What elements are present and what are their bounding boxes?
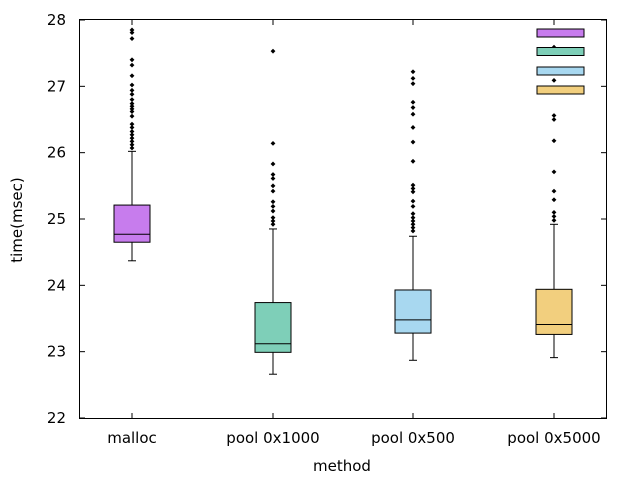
x-tick-label: pool 0x500: [371, 429, 455, 447]
outlier-point: [129, 62, 135, 68]
tick-labels: 22 23 24 25 26 27 28 malloc pool 0x1000 pool 0x50…: [47, 11, 601, 447]
outlier-point: [551, 213, 557, 219]
legend: [536, 28, 585, 95]
outlier-point: [410, 81, 416, 87]
outlier-point: [410, 221, 416, 227]
outlier-point: [410, 125, 416, 130]
y-tick-label: 23: [47, 343, 66, 361]
box-4: [535, 288, 573, 335]
outlier-point: [270, 215, 276, 221]
y-axis-label: time(msec): [8, 177, 26, 263]
outlier-point: [270, 203, 276, 209]
outlier-point: [129, 106, 135, 112]
outlier-point: [129, 113, 135, 119]
outlier-point: [410, 228, 416, 234]
outlier-point: [551, 138, 557, 144]
y-tick-label: 27: [47, 77, 66, 95]
outlier-point: [270, 140, 276, 146]
outlier-point: [129, 132, 135, 138]
outlier-point: [410, 182, 416, 188]
outlier-point: [129, 135, 135, 141]
outlier-point: [129, 87, 135, 93]
outlier-point: [551, 117, 557, 122]
x-tick-label: malloc: [107, 429, 157, 447]
outlier-point: [129, 73, 135, 79]
outlier-point: [129, 30, 135, 36]
outlier-point: [410, 69, 416, 75]
outlier-point: [551, 113, 557, 118]
legend-swatch: [536, 28, 585, 38]
outlier-point: [410, 211, 416, 217]
y-tick-label: 26: [47, 144, 66, 162]
y-tick-label: 28: [47, 11, 66, 29]
outlier-point: [551, 169, 557, 175]
y-tick-label: 25: [47, 210, 66, 228]
box-1: [113, 204, 151, 243]
outlier-point: [270, 172, 276, 177]
outlier-point: [129, 82, 135, 88]
outlier-point: [129, 101, 135, 106]
outlier-point: [410, 203, 416, 209]
outlier-point: [551, 77, 557, 83]
outlier-point: [410, 75, 416, 81]
outlier-point: [270, 221, 276, 227]
x-axis-label: method: [313, 457, 371, 475]
outlier-point: [129, 36, 135, 41]
outlier-point: [270, 176, 276, 181]
outlier-point: [410, 218, 416, 224]
outlier-point: [270, 48, 276, 54]
outlier-point: [410, 198, 416, 204]
outlier-point: [270, 218, 276, 224]
y-tick-label: 22: [47, 409, 66, 427]
outlier-point: [129, 91, 135, 97]
tick-marks: [80, 19, 606, 419]
outlier-point: [270, 199, 276, 205]
outlier-point: [129, 121, 135, 127]
box-3: [394, 289, 432, 334]
outlier-point: [551, 197, 557, 203]
boxes: [113, 150, 573, 375]
outliers: [129, 27, 557, 234]
outlier-point: [129, 138, 135, 144]
legend-swatch: [536, 47, 585, 56]
y-tick-label: 24: [47, 276, 66, 294]
box-2: [254, 302, 292, 353]
outlier-point: [129, 145, 135, 151]
outlier-point: [410, 189, 416, 195]
outlier-point: [270, 161, 276, 167]
outlier-point: [410, 139, 416, 145]
outlier-point: [410, 99, 416, 105]
outlier-point: [270, 188, 276, 194]
outlier-point: [410, 111, 416, 117]
outlier-point: [129, 57, 135, 63]
outlier-point: [270, 183, 276, 189]
outlier-point: [129, 109, 135, 114]
outlier-point: [410, 215, 416, 221]
outlier-point: [551, 217, 557, 223]
outlier-point: [129, 129, 135, 134]
outlier-point: [129, 103, 135, 109]
outlier-point: [410, 158, 416, 164]
outlier-point: [410, 225, 416, 231]
x-tick-label: pool 0x1000: [226, 429, 319, 447]
outlier-point: [129, 97, 135, 102]
outlier-point: [551, 209, 557, 215]
outlier-point: [270, 208, 276, 214]
outlier-point: [129, 125, 135, 130]
outlier-point: [129, 27, 135, 33]
outlier-point: [129, 142, 135, 148]
outlier-point: [410, 186, 416, 191]
outlier-point: [551, 188, 557, 194]
outlier-point: [410, 105, 416, 110]
x-tick-label: pool 0x5000: [507, 429, 600, 447]
legend-swatch: [536, 85, 585, 95]
plot-frame: [79, 19, 607, 419]
legend-swatch: [536, 66, 585, 76]
